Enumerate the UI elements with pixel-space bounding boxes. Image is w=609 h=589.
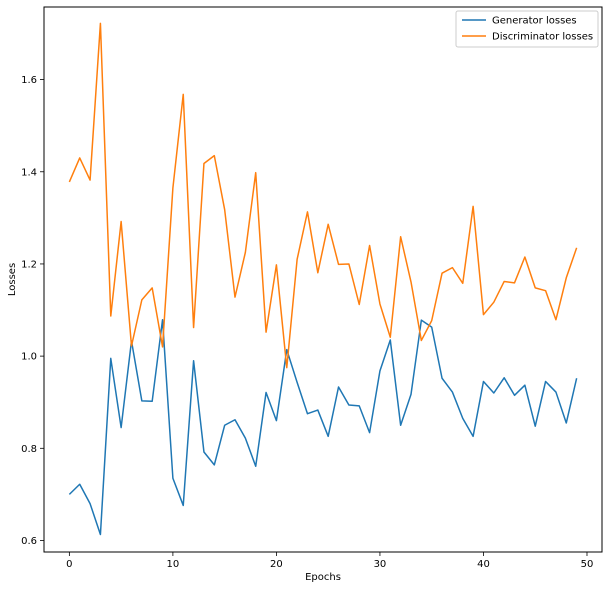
y-tick-label: 0.6 [21,536,37,547]
x-tick-label: 30 [374,559,387,570]
x-axis-ticks: 0 10 20 30 40 50 [66,552,593,570]
series-line-discriminator [68,22,578,369]
x-tick-label: 10 [167,559,180,570]
y-tick-label: 1.6 [21,75,37,86]
y-axis-label: Losses [7,263,18,296]
x-tick-label: 0 [66,559,72,570]
x-axis-label: Epochs [305,572,341,583]
y-tick-label: 1.0 [21,352,37,363]
series-line-generator [68,318,578,536]
series-layer [68,22,578,536]
x-tick-label: 20 [270,559,283,570]
y-tick-label: 0.8 [21,444,37,455]
plot-frame [43,6,603,553]
x-tick-label: 40 [477,559,490,570]
legend-label-generator: Generator losses [492,16,577,27]
legend-label-discriminator: Discriminator losses [492,32,593,43]
x-tick-label: 50 [581,559,594,570]
y-tick-label: 1.4 [21,167,37,178]
y-axis-ticks: 0.6 0.8 1.0 1.2 1.4 1.6 [21,75,44,547]
legend: Generator losses Discriminator losses [455,10,599,48]
y-tick-label: 1.2 [21,259,37,270]
legend-box [455,10,599,48]
